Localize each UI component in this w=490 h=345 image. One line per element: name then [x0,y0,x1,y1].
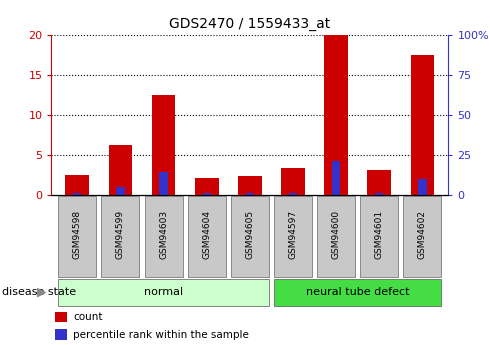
Text: GSM94605: GSM94605 [245,210,254,259]
Bar [152,95,175,195]
Bar [195,178,219,195]
Text: neural tube defect: neural tube defect [306,287,410,297]
Text: GSM94603: GSM94603 [159,210,168,259]
Text: GSM94604: GSM94604 [202,210,211,259]
Bar [418,179,427,195]
Bar [289,193,297,195]
FancyBboxPatch shape [403,196,441,277]
Bar [55,312,67,322]
Bar [159,172,168,195]
Text: GSM94598: GSM94598 [73,210,82,259]
Text: GSM94597: GSM94597 [289,210,297,259]
FancyBboxPatch shape [274,196,312,277]
Text: disease state: disease state [2,287,76,297]
FancyBboxPatch shape [58,196,97,277]
Bar [238,177,262,195]
Title: GDS2470 / 1559433_at: GDS2470 / 1559433_at [169,17,331,31]
Bar [246,193,254,195]
Bar [66,175,89,195]
Bar [332,161,341,195]
Bar [73,193,81,195]
Text: GSM94600: GSM94600 [332,210,341,259]
FancyBboxPatch shape [145,196,183,277]
Text: GSM94601: GSM94601 [375,210,384,259]
Text: percentile rank within the sample: percentile rank within the sample [74,330,249,339]
Bar [324,34,348,195]
Text: GSM94599: GSM94599 [116,210,125,259]
Bar [368,170,391,195]
Bar [55,329,67,340]
Bar [411,55,434,195]
Text: ▶: ▶ [37,286,47,299]
FancyBboxPatch shape [360,196,398,277]
FancyBboxPatch shape [231,196,269,277]
FancyBboxPatch shape [274,279,441,306]
Bar [109,145,132,195]
FancyBboxPatch shape [317,196,355,277]
FancyBboxPatch shape [58,279,269,306]
Text: count: count [74,312,103,322]
FancyBboxPatch shape [188,196,226,277]
Bar [202,193,211,195]
Text: GSM94602: GSM94602 [418,210,427,259]
Bar [375,193,384,195]
Bar [281,168,305,195]
Bar [116,187,124,195]
Text: normal: normal [144,287,183,297]
FancyBboxPatch shape [101,196,140,277]
